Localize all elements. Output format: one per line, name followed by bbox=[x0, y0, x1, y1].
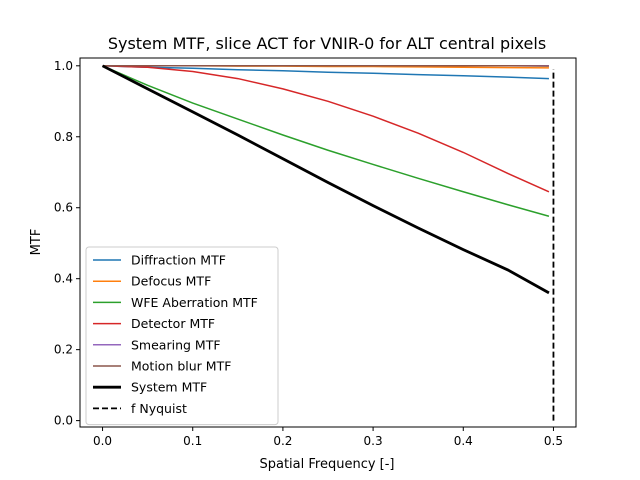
legend-label: Smearing MTF bbox=[131, 337, 221, 352]
legend-label: f Nyquist bbox=[131, 401, 187, 416]
y-tick-label: 0.8 bbox=[54, 130, 73, 144]
y-axis-ticks: 0.0 0.2 0.4 0.6 0.8 1.0 bbox=[54, 59, 80, 428]
series-line-1 bbox=[102, 65, 549, 80]
x-tick-label: 0.4 bbox=[454, 434, 473, 448]
legend-label: System MTF bbox=[131, 380, 207, 395]
series-line-4 bbox=[102, 65, 550, 193]
legend-label: Detector MTF bbox=[131, 316, 215, 331]
series-line-7 bbox=[101, 64, 550, 295]
legend: Diffraction MTF Defocus MTF WFE Aberration… bbox=[85, 246, 279, 426]
legend-label: WFE Aberration MTF bbox=[131, 295, 258, 310]
y-tick-label: 0.0 bbox=[54, 414, 73, 428]
x-tick-label: 0.2 bbox=[273, 434, 292, 448]
x-tick-label: 0.0 bbox=[93, 434, 112, 448]
x-axis-ticks: 0.0 0.1 0.2 0.3 0.4 0.5 bbox=[93, 427, 563, 448]
legend-label: Motion blur MTF bbox=[131, 359, 231, 374]
series-line-3 bbox=[102, 65, 550, 217]
y-tick-label: 0.2 bbox=[54, 343, 73, 357]
legend-box bbox=[85, 246, 279, 426]
x-axis-label: Spatial Frequency [-] bbox=[259, 457, 394, 472]
x-tick-label: 0.3 bbox=[364, 434, 383, 448]
plot-frame bbox=[79, 57, 577, 428]
y-axis-label: MTF bbox=[29, 229, 44, 256]
y-tick-label: 0.4 bbox=[54, 272, 73, 286]
y-tick-label: 0.6 bbox=[54, 201, 73, 215]
chart-title: System MTF, slice ACT for VNIR-0 for ALT… bbox=[108, 34, 546, 53]
x-tick-label: 0.5 bbox=[544, 434, 563, 448]
plot-area bbox=[79, 57, 577, 428]
y-tick-label: 1.0 bbox=[54, 59, 73, 73]
legend-label: Diffraction MTF bbox=[131, 253, 226, 268]
legend-label: Defocus MTF bbox=[131, 274, 211, 289]
x-tick-label: 0.1 bbox=[183, 434, 202, 448]
